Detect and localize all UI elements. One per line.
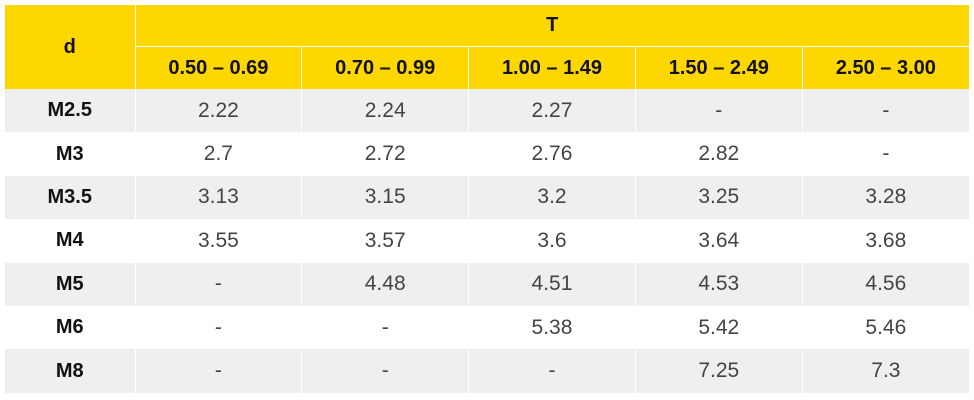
row-label: M8 xyxy=(5,349,136,393)
table-cell: 3.57 xyxy=(301,219,470,263)
table-cell: 4.48 xyxy=(301,262,470,306)
table-row: M5 - 4.48 4.51 4.53 4.56 xyxy=(5,262,970,306)
table-cell: 3.2 xyxy=(468,175,636,220)
table-cell: 3.68 xyxy=(802,219,970,263)
table-cell: 5.46 xyxy=(802,305,970,350)
table-row: M3 2.7 2.72 2.76 2.82 - xyxy=(5,132,970,176)
group-header-t: T xyxy=(135,5,970,47)
table-row: M4 3.55 3.57 3.6 3.64 3.68 xyxy=(5,219,970,263)
table-cell: - xyxy=(468,349,636,393)
table-cell: 3.64 xyxy=(635,219,803,263)
table-cell: - xyxy=(802,89,970,133)
column-header: 1.00 – 1.49 xyxy=(468,46,636,89)
table-cell: - xyxy=(301,349,470,393)
column-header: 2.50 – 3.00 xyxy=(802,46,970,89)
table-cell: 5.38 xyxy=(468,305,636,350)
table-cell: 2.7 xyxy=(135,132,303,176)
table-cell: - xyxy=(135,305,303,350)
header-row-ranges: 0.50 – 0.69 0.70 – 0.99 1.00 – 1.49 1.50… xyxy=(5,46,970,89)
table-cell: 2.24 xyxy=(301,89,470,133)
table-row: M2.5 2.22 2.24 2.27 - - xyxy=(5,89,970,133)
row-label: M6 xyxy=(5,305,136,350)
table-cell: - xyxy=(802,132,970,176)
table-cell: 2.22 xyxy=(135,89,303,133)
table-cell: 2.27 xyxy=(468,89,636,133)
table-row: M6 - - 5.38 5.42 5.46 xyxy=(5,305,970,350)
row-label: M5 xyxy=(5,262,136,306)
table-header: d T 0.50 – 0.69 0.70 – 0.99 1.00 – 1.49 … xyxy=(5,5,970,89)
row-label: M3.5 xyxy=(5,175,136,220)
table-cell: 3.28 xyxy=(802,175,970,220)
column-header: 1.50 – 2.49 xyxy=(635,46,803,89)
table-cell: 3.55 xyxy=(135,219,303,263)
table-body: M2.5 2.22 2.24 2.27 - - M3 2.7 2.72 2.76… xyxy=(5,89,970,393)
column-header: 0.50 – 0.69 xyxy=(135,46,303,89)
row-label: M2.5 xyxy=(5,89,136,133)
table-cell: 4.51 xyxy=(468,262,636,306)
table-row: M8 - - - 7.25 7.3 xyxy=(5,349,970,393)
table-cell: 3.6 xyxy=(468,219,636,263)
column-header: 0.70 – 0.99 xyxy=(301,46,470,89)
table-row: M3.5 3.13 3.15 3.2 3.25 3.28 xyxy=(5,175,970,220)
table-cell: 4.53 xyxy=(635,262,803,306)
table-cell: 2.76 xyxy=(468,132,636,176)
table-cell: - xyxy=(135,349,303,393)
table-cell: 3.15 xyxy=(301,175,470,220)
table-cell: - xyxy=(135,262,303,306)
table-cell: 3.25 xyxy=(635,175,803,220)
table-cell: 3.13 xyxy=(135,175,303,220)
row-label: M4 xyxy=(5,219,136,263)
table-cell: 7.3 xyxy=(802,349,970,393)
row-label: M3 xyxy=(5,132,136,176)
table-cell: 2.72 xyxy=(301,132,470,176)
table-cell: 5.42 xyxy=(635,305,803,350)
data-table-container: d T 0.50 – 0.69 0.70 – 0.99 1.00 – 1.49 … xyxy=(5,5,970,393)
table-cell: 2.82 xyxy=(635,132,803,176)
dimension-table: d T 0.50 – 0.69 0.70 – 0.99 1.00 – 1.49 … xyxy=(5,5,970,393)
table-cell: 4.56 xyxy=(802,262,970,306)
row-header-d: d xyxy=(5,5,136,89)
table-cell: 7.25 xyxy=(635,349,803,393)
table-cell: - xyxy=(301,305,470,350)
header-row-group: d T xyxy=(5,5,970,89)
table-cell: - xyxy=(635,89,803,133)
